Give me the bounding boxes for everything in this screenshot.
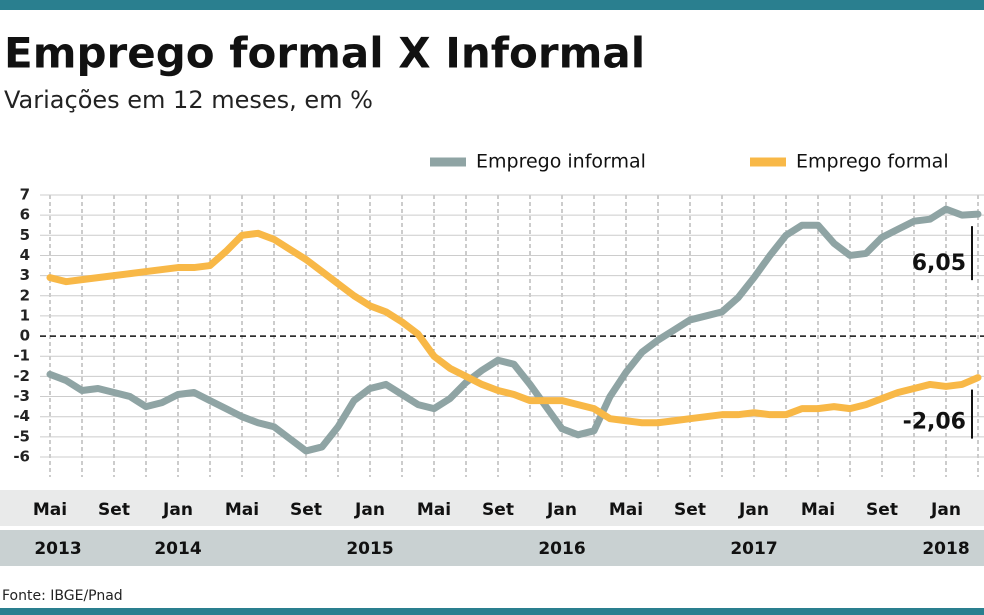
y-tick-label: -5	[13, 427, 30, 445]
legend-label: Emprego informal	[476, 151, 646, 173]
x-tick-label: Mai	[609, 500, 643, 520]
x-tick-label: Set	[290, 500, 322, 520]
year-label: 2017	[730, 539, 777, 559]
y-tick-label: 4	[20, 246, 30, 264]
year-strip	[0, 530, 984, 566]
y-tick-label: -6	[13, 448, 30, 466]
x-tick-label: Jan	[354, 500, 385, 520]
year-label: 2013	[34, 539, 81, 559]
bottom-bar	[0, 608, 984, 615]
y-tick-label: 1	[20, 306, 30, 324]
x-tick-label: Jan	[546, 500, 577, 520]
year-label: 2014	[154, 539, 201, 559]
series-line	[46, 229, 982, 427]
chart-title: Emprego formal X Informal	[4, 29, 645, 78]
top-bar	[0, 0, 984, 10]
y-tick-label: -3	[13, 387, 30, 405]
series-line	[46, 205, 982, 455]
x-tick-label: Mai	[225, 500, 259, 520]
x-tick-label: Set	[674, 500, 706, 520]
year-label: 2016	[538, 539, 585, 559]
x-tick-label: Set	[482, 500, 514, 520]
x-tick-label: Mai	[417, 500, 451, 520]
x-tick-label: Mai	[33, 500, 67, 520]
y-tick-label: -4	[13, 407, 30, 425]
month-strip	[0, 490, 984, 526]
y-tick-label: -1	[13, 347, 30, 365]
x-tick-label: Mai	[801, 500, 835, 520]
x-tick-label: Set	[98, 500, 130, 520]
y-tick-label: 6	[20, 206, 30, 224]
chart-subtitle: Variações em 12 meses, em %	[4, 86, 373, 114]
y-tick-label: 2	[20, 286, 30, 304]
x-tick-label: Jan	[738, 500, 769, 520]
y-tick-label: 7	[20, 186, 30, 204]
y-tick-label: 3	[20, 266, 30, 284]
value-label: -2,06	[903, 410, 966, 435]
year-label: 2015	[346, 539, 393, 559]
x-tick-label: Set	[866, 500, 898, 520]
x-tick-label: Jan	[162, 500, 193, 520]
x-tick-label: Jan	[930, 500, 961, 520]
y-tick-label: -2	[13, 367, 30, 385]
source: Fonte: IBGE/Pnad	[2, 588, 123, 604]
year-label: 2018	[922, 539, 969, 559]
value-label: 6,05	[912, 251, 966, 276]
legend-label: Emprego formal	[796, 151, 949, 173]
y-tick-label: 0	[20, 327, 30, 345]
y-tick-label: 5	[20, 226, 30, 244]
